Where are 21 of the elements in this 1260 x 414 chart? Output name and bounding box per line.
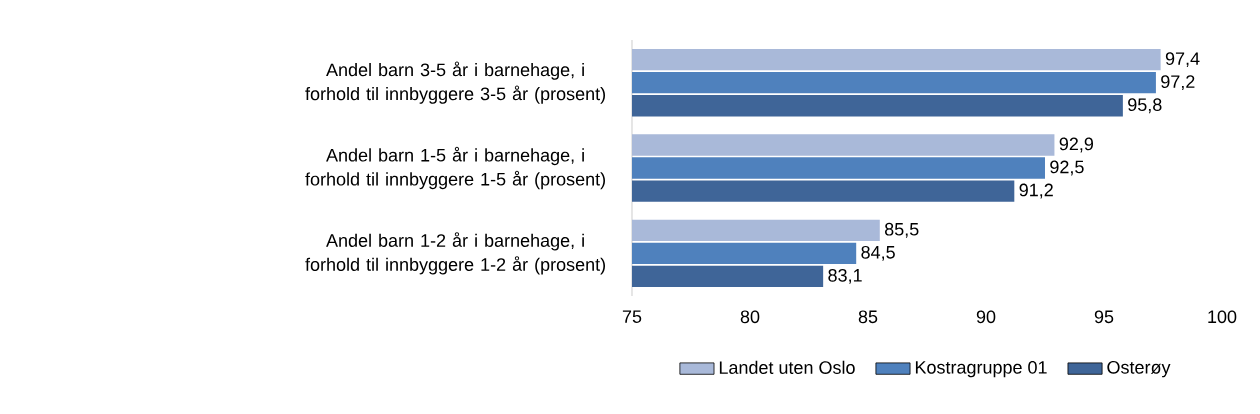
y-tick-label: Andel barn 1-2 år i barnehage, i forhold til innbyggere 1-2 år (prosent) xyxy=(305,232,606,275)
x-tick-label: 80 xyxy=(740,310,760,324)
x-tick-label: 85 xyxy=(858,310,878,324)
data-label: 97,4 xyxy=(1165,52,1200,68)
data-label: 84,5 xyxy=(861,245,895,261)
data-label: 95,8 xyxy=(1128,98,1162,114)
data-label: 83,1 xyxy=(828,268,862,284)
legend-label: Osterøy xyxy=(1107,360,1171,378)
x-tick-label: 100 xyxy=(1208,310,1237,324)
legend-label: Landet uten Oslo xyxy=(719,360,855,374)
data-label: 92,5 xyxy=(1050,160,1084,176)
data-label: 97,2 xyxy=(1161,75,1195,91)
legend-label: Kostragruppe 01 xyxy=(915,360,1047,378)
y-tick-label: Andel barn 1-5 år i barnehage, i forhold til innbyggere 1-5 år (prosent) xyxy=(305,146,606,190)
data-label: 85,5 xyxy=(884,222,919,238)
y-tick-label: Andel barn 3-5 år i barnehage, i forhold til innbyggere 3-5 år (prosent) xyxy=(305,61,606,104)
x-tick-label: 90 xyxy=(976,310,996,324)
data-label: 91,2 xyxy=(1019,183,1053,199)
x-tick-label: 95 xyxy=(1094,310,1114,324)
x-tick-label: 75 xyxy=(622,310,642,323)
data-label: 92,9 xyxy=(1059,137,1094,153)
